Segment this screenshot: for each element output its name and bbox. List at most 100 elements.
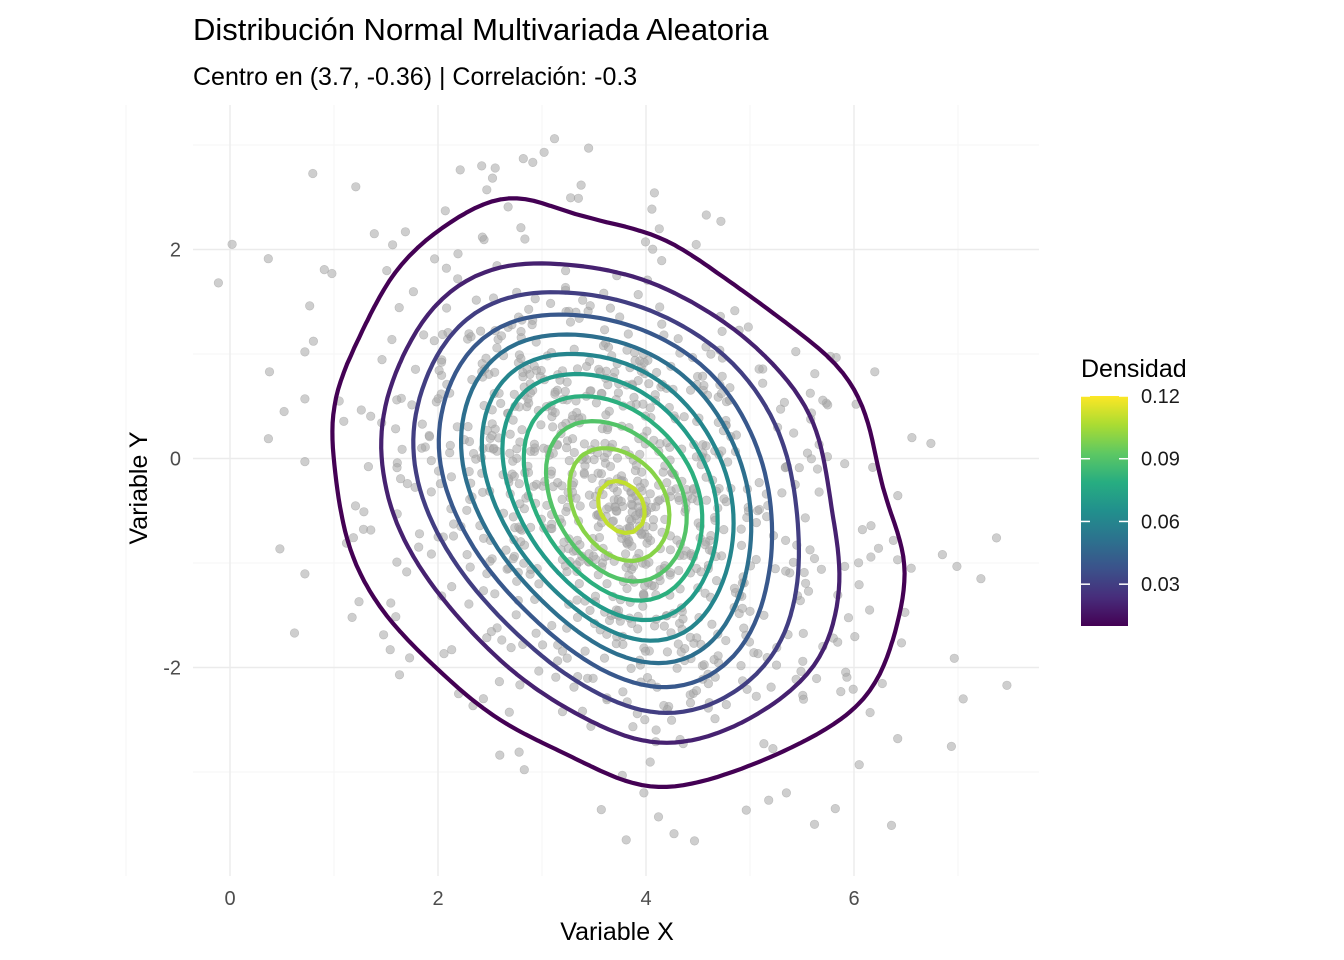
- data-point: [436, 357, 447, 367]
- data-point: [647, 204, 657, 214]
- data-point: [392, 463, 402, 473]
- data-point: [636, 528, 646, 538]
- data-point: [798, 628, 808, 639]
- data-point: [263, 254, 273, 264]
- data-point: [300, 394, 310, 404]
- data-point: [465, 562, 475, 572]
- data-point: [539, 443, 549, 453]
- data-point: [584, 549, 594, 559]
- data-point: [495, 750, 505, 760]
- data-point: [779, 397, 790, 408]
- data-point: [563, 543, 573, 554]
- data-point: [840, 561, 850, 572]
- data-point: [796, 666, 806, 677]
- data-point: [490, 367, 500, 377]
- data-point: [448, 531, 459, 541]
- data-point: [519, 540, 530, 550]
- data-point: [514, 479, 524, 489]
- data-point: [496, 331, 507, 341]
- data-point: [840, 459, 850, 469]
- data-point: [400, 227, 411, 237]
- data-point: [617, 533, 627, 543]
- data-point: [645, 489, 655, 499]
- data-point: [648, 515, 659, 525]
- density-contours: [330, 196, 907, 789]
- data-point: [701, 210, 711, 220]
- data-point: [991, 533, 1002, 543]
- data-point: [640, 237, 651, 247]
- data-point: [377, 355, 387, 365]
- data-point: [741, 805, 751, 815]
- data-point: [717, 371, 727, 381]
- data-point: [366, 411, 376, 421]
- data-point: [392, 395, 402, 405]
- data-point: [794, 463, 804, 473]
- data-point: [654, 495, 665, 505]
- data-point: [721, 635, 731, 646]
- data-point: [665, 570, 675, 580]
- data-point: [327, 268, 337, 279]
- data-point: [771, 660, 782, 670]
- data-point: [490, 163, 500, 173]
- data-point: [494, 676, 505, 687]
- data-point: [579, 439, 590, 449]
- data-point: [539, 147, 549, 157]
- data-point: [893, 491, 903, 501]
- y-tick-label: 2: [170, 240, 181, 262]
- data-point: [434, 365, 444, 376]
- data-point: [685, 698, 696, 708]
- data-point: [366, 525, 376, 535]
- contour-line: [459, 332, 754, 666]
- data-point: [534, 666, 544, 676]
- data-point: [524, 304, 534, 314]
- data-point: [751, 554, 761, 565]
- data-point: [369, 229, 379, 239]
- data-point: [565, 317, 576, 327]
- data-point: [719, 524, 729, 535]
- data-point: [628, 722, 638, 732]
- data-point: [300, 457, 310, 467]
- data-point: [758, 378, 768, 388]
- data-point: [462, 549, 472, 560]
- data-point: [618, 639, 628, 650]
- data-point: [791, 347, 801, 357]
- data-point: [630, 355, 640, 366]
- x-tick-label: 6: [848, 888, 859, 910]
- data-point: [568, 411, 578, 421]
- data-point: [528, 157, 538, 167]
- data-point: [289, 628, 300, 638]
- data-point: [354, 597, 364, 607]
- data-point: [501, 545, 511, 555]
- data-point: [736, 660, 746, 671]
- data-point: [639, 788, 649, 798]
- data-point: [759, 739, 769, 749]
- data-point: [580, 646, 590, 656]
- data-point: [701, 441, 711, 451]
- data-point: [645, 403, 655, 413]
- data-point: [633, 290, 643, 300]
- data-point: [471, 454, 481, 464]
- data-point: [754, 478, 764, 488]
- data-point: [530, 443, 540, 453]
- data-point: [643, 532, 653, 543]
- chart-subtitle: Centro en (3.7, -0.36) | Correlación: -0…: [193, 63, 637, 91]
- data-point: [466, 332, 476, 342]
- data-point: [578, 295, 588, 305]
- data-point: [505, 448, 515, 458]
- data-point: [263, 434, 274, 444]
- data-point: [853, 558, 864, 568]
- data-point: [557, 494, 567, 505]
- data-point: [809, 819, 820, 829]
- contour-line: [521, 394, 705, 603]
- data-point: [946, 741, 957, 752]
- data-point: [588, 673, 598, 683]
- data-point: [489, 443, 499, 453]
- data-point: [546, 466, 557, 476]
- data-point: [561, 443, 572, 453]
- data-point: [430, 254, 440, 264]
- data-point: [896, 638, 907, 648]
- data-point: [528, 481, 539, 491]
- data-point: [560, 266, 571, 276]
- data-point: [716, 216, 726, 226]
